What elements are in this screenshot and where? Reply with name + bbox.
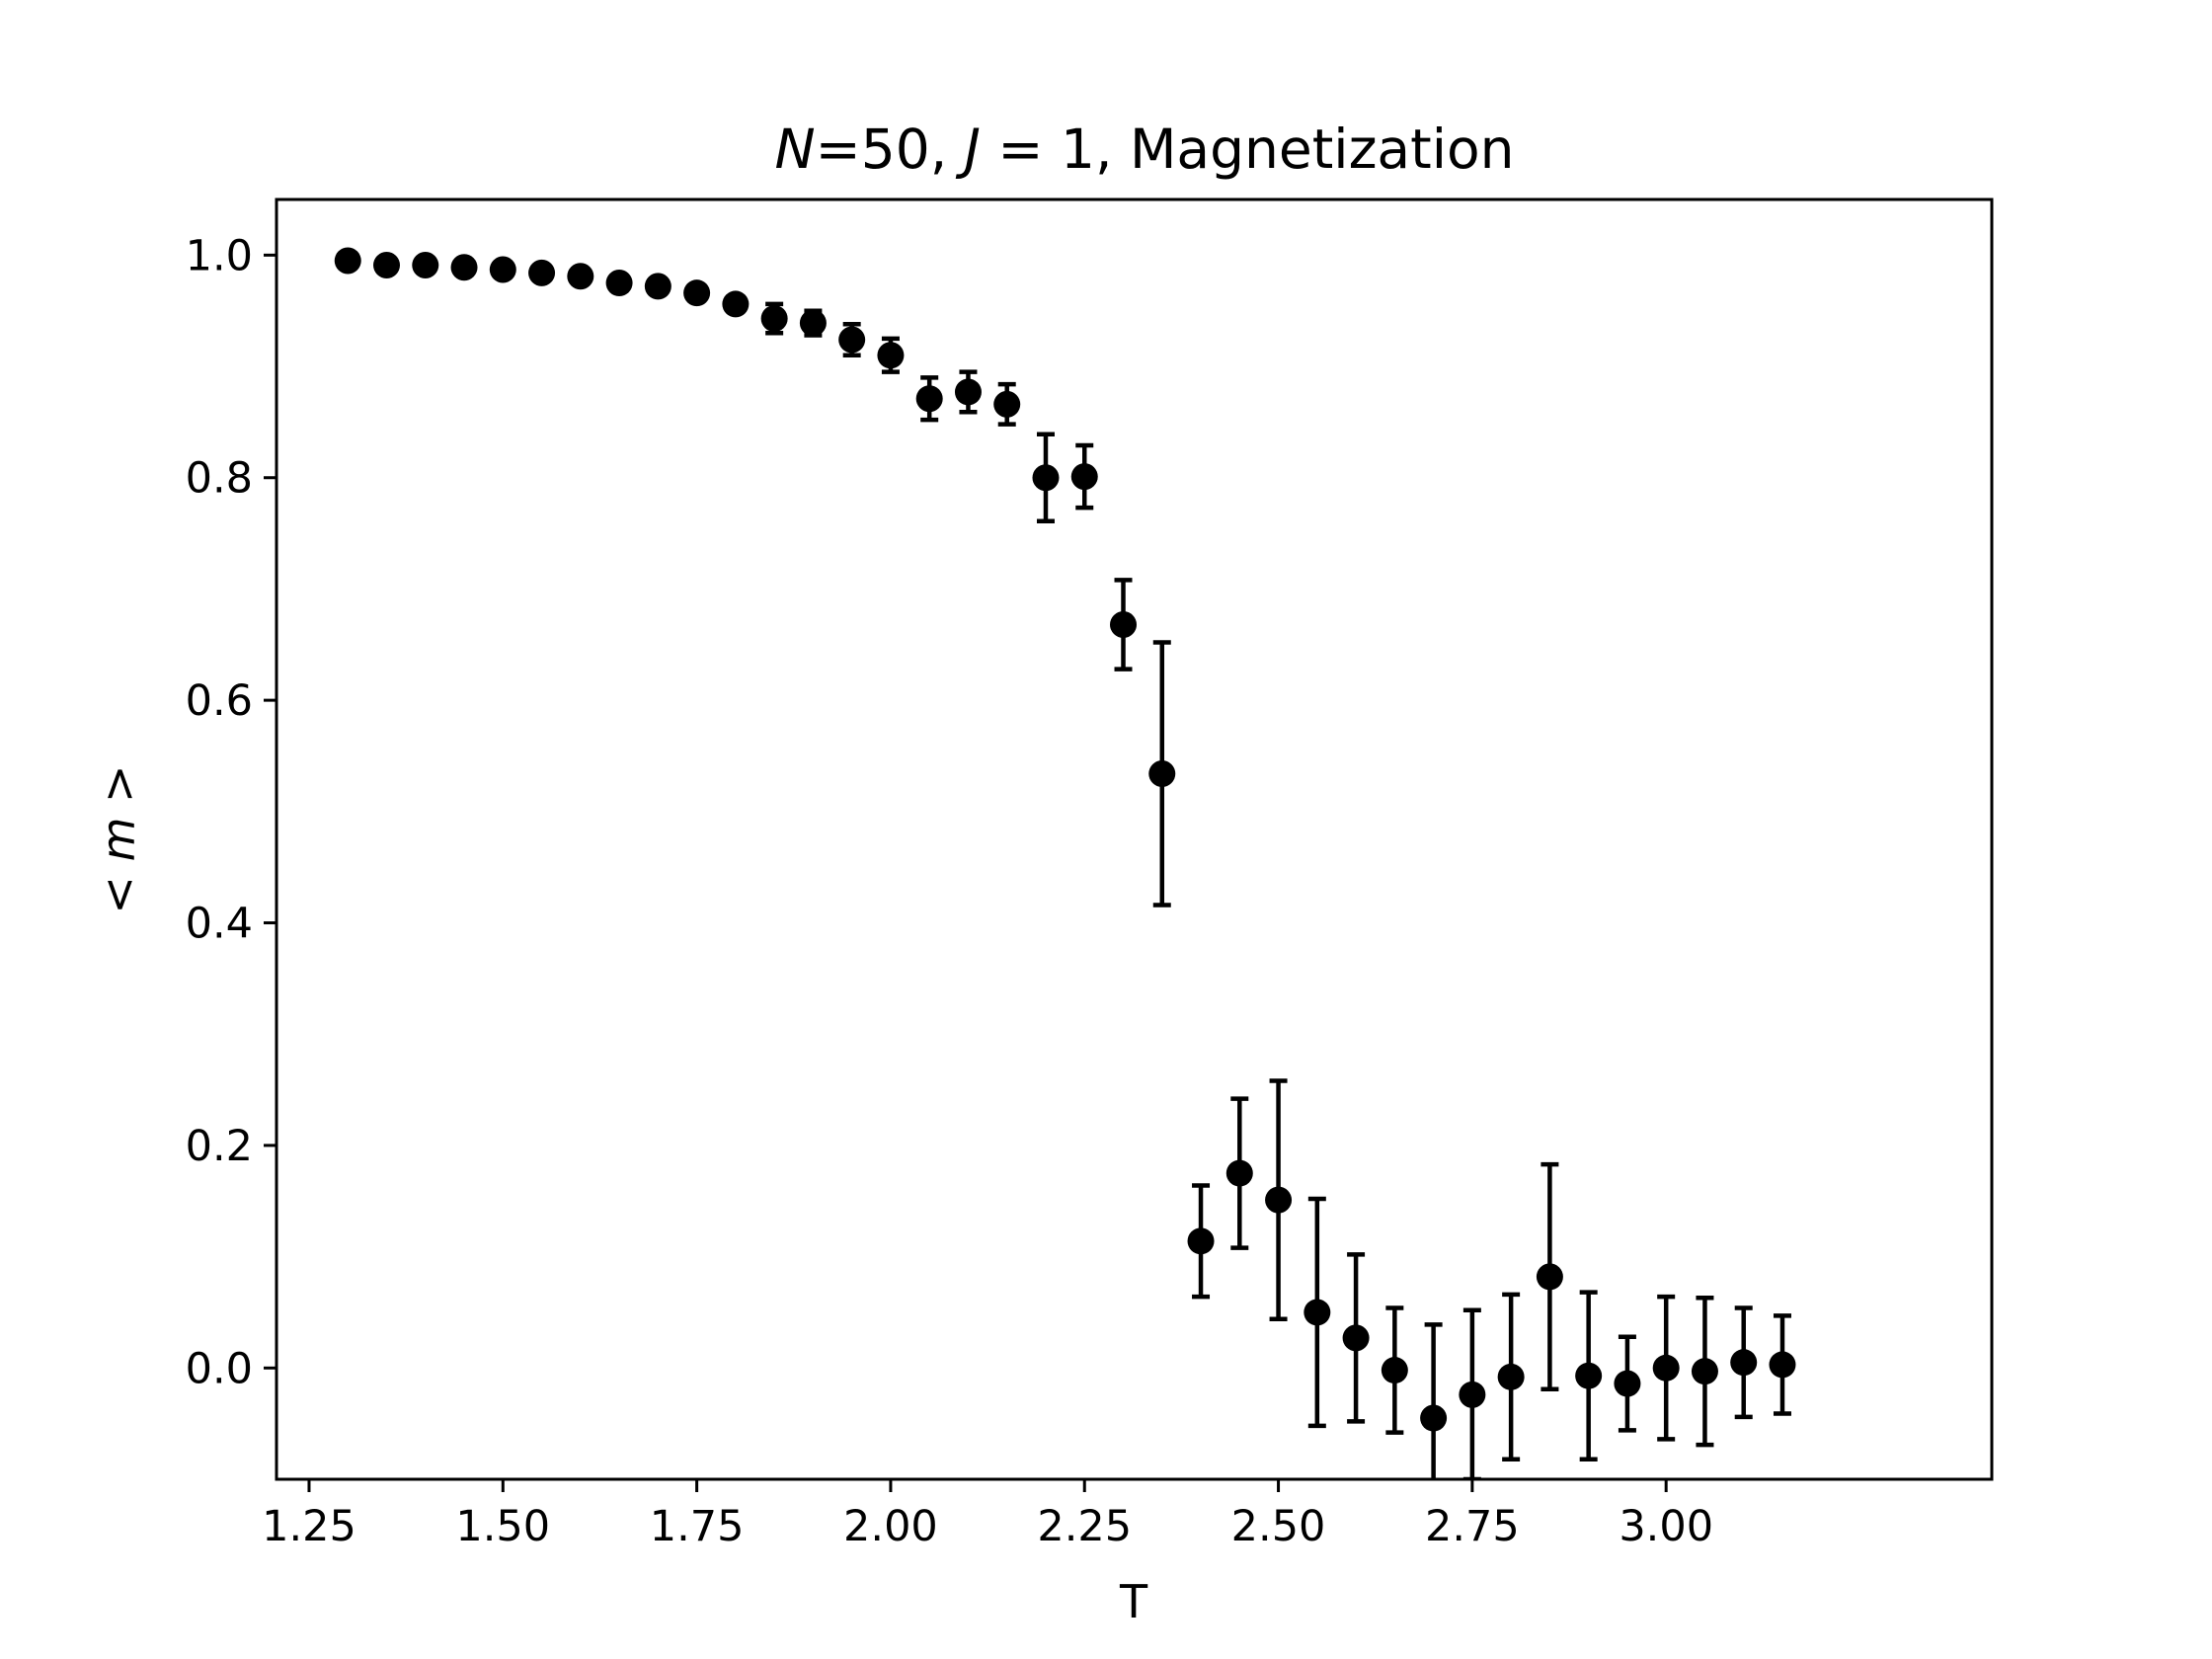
data-point (334, 247, 361, 275)
y-tick-label: 0.8 (186, 454, 253, 504)
x-tick-label: 2.50 (1231, 1502, 1326, 1551)
data-point (1148, 760, 1176, 788)
data-point (1652, 1354, 1680, 1382)
x-axis-ticks: 1.25 1.50 1.75 2.00 2.25 2.50 2.75 3.00 (262, 1479, 1713, 1551)
data-point (1536, 1263, 1563, 1291)
data-point (1497, 1363, 1525, 1390)
data-point (1225, 1159, 1253, 1187)
x-tick-label: 2.75 (1425, 1502, 1520, 1551)
y-tick-label: 0.6 (186, 676, 253, 726)
plot-frame (275, 198, 1994, 1481)
x-tick-label: 2.25 (1037, 1502, 1132, 1551)
data-point (993, 390, 1021, 418)
data-point (1381, 1357, 1408, 1384)
data-point (1110, 610, 1138, 638)
data-point (1614, 1370, 1641, 1397)
data-marks (334, 247, 1796, 1479)
data-point (1265, 1186, 1293, 1214)
x-tick-label: 1.50 (455, 1502, 550, 1551)
data-point (450, 254, 478, 281)
x-tick-label: 3.00 (1619, 1502, 1713, 1551)
y-tick-label: 0.4 (186, 900, 253, 949)
data-point (1342, 1324, 1370, 1352)
x-axis-label: T (1119, 1575, 1148, 1628)
y-axis-ticks: 0.0 0.2 0.4 0.6 0.8 1.0 (186, 231, 276, 1393)
data-point (1769, 1351, 1796, 1379)
y-tick-label: 1.0 (186, 231, 253, 280)
data-point (760, 305, 788, 333)
data-point (1304, 1299, 1331, 1326)
data-point (1459, 1381, 1486, 1408)
y-axis-label: < m > (92, 764, 145, 913)
data-point (567, 263, 594, 290)
data-point (1187, 1227, 1215, 1255)
data-point (915, 385, 943, 413)
data-point (1420, 1404, 1448, 1432)
data-point (528, 259, 556, 286)
data-point (373, 251, 401, 278)
data-point (489, 256, 516, 283)
data-point (1691, 1358, 1718, 1385)
data-point (722, 290, 750, 318)
x-tick-label: 1.75 (650, 1502, 745, 1551)
data-point (412, 251, 439, 278)
data-point (644, 273, 672, 300)
data-point (799, 309, 827, 337)
data-point (605, 270, 633, 297)
data-point (683, 279, 711, 307)
x-tick-label: 1.25 (262, 1502, 356, 1551)
x-tick-label: 2.00 (843, 1502, 938, 1551)
y-tick-label: 0.0 (186, 1344, 253, 1393)
data-point (1730, 1349, 1758, 1377)
data-point (1032, 464, 1060, 492)
y-tick-label: 0.2 (186, 1122, 253, 1171)
data-point (838, 326, 866, 354)
data-point (1070, 463, 1098, 491)
chart-title: N=50, J = 1, Magnetization (775, 118, 1515, 181)
data-point (954, 378, 982, 406)
data-point (877, 342, 905, 369)
data-point (1575, 1362, 1603, 1389)
